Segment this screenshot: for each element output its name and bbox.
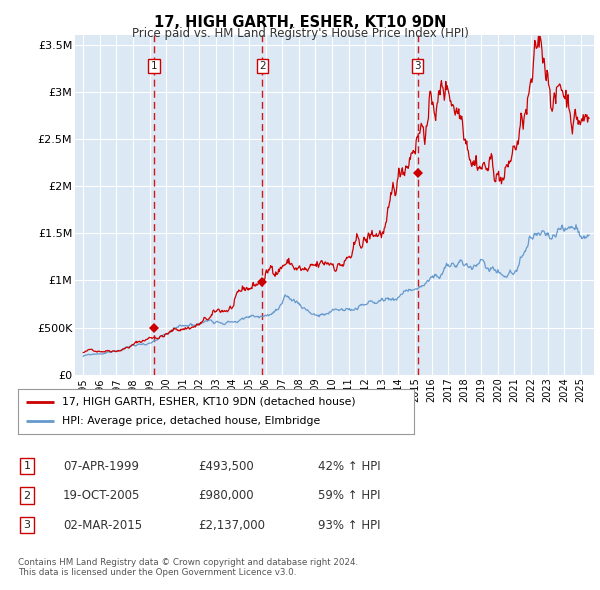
Text: £980,000: £980,000 [198,489,254,502]
Text: 17, HIGH GARTH, ESHER, KT10 9DN (detached house): 17, HIGH GARTH, ESHER, KT10 9DN (detache… [62,397,355,407]
Text: Price paid vs. HM Land Registry's House Price Index (HPI): Price paid vs. HM Land Registry's House … [131,27,469,40]
Text: 1: 1 [23,461,31,471]
Text: 93% ↑ HPI: 93% ↑ HPI [318,519,380,532]
Text: £2,137,000: £2,137,000 [198,519,265,532]
Text: 2: 2 [259,61,266,71]
Text: 3: 3 [23,520,31,530]
Text: 2: 2 [23,491,31,500]
Text: 02-MAR-2015: 02-MAR-2015 [63,519,142,532]
Text: 3: 3 [415,61,421,71]
Text: 07-APR-1999: 07-APR-1999 [63,460,139,473]
Text: Contains HM Land Registry data © Crown copyright and database right 2024.
This d: Contains HM Land Registry data © Crown c… [18,558,358,577]
Text: 17, HIGH GARTH, ESHER, KT10 9DN: 17, HIGH GARTH, ESHER, KT10 9DN [154,15,446,30]
Text: 42% ↑ HPI: 42% ↑ HPI [318,460,380,473]
Text: £493,500: £493,500 [198,460,254,473]
Text: 1: 1 [151,61,157,71]
Text: 59% ↑ HPI: 59% ↑ HPI [318,489,380,502]
Text: HPI: Average price, detached house, Elmbridge: HPI: Average price, detached house, Elmb… [62,417,320,426]
Text: 19-OCT-2005: 19-OCT-2005 [63,489,140,502]
